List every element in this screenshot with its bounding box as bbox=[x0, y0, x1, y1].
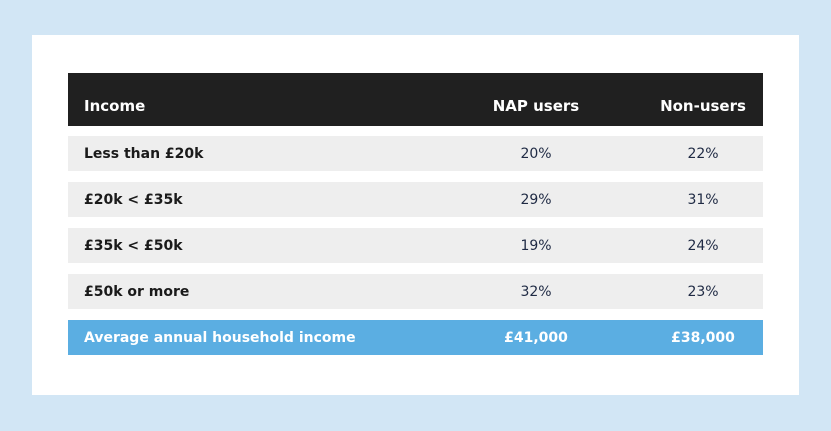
header-nap-users: NAP users bbox=[492, 96, 580, 115]
footer-non-users-value: £38,000 bbox=[671, 329, 735, 346]
table-header: Income NAP users Non-users bbox=[68, 73, 763, 126]
non-users-value: 24% bbox=[687, 237, 719, 254]
row-label: £20k < £35k bbox=[84, 191, 183, 208]
nap-users-value: 20% bbox=[520, 145, 552, 162]
nap-users-value: 29% bbox=[520, 191, 552, 208]
header-non-users: Non-users bbox=[660, 96, 746, 115]
table-card: Income NAP users Non-users Less than £20… bbox=[32, 35, 799, 395]
table-footer-row: Average annual household income £41,000 … bbox=[68, 320, 763, 355]
table-row: £20k < £35k 29% 31% bbox=[68, 182, 763, 217]
footer-label: Average annual household income bbox=[84, 329, 356, 346]
header-income: Income bbox=[84, 96, 146, 115]
table-row: Less than £20k 20% 22% bbox=[68, 136, 763, 171]
nap-users-value: 19% bbox=[520, 237, 552, 254]
table-row: £35k < £50k 19% 24% bbox=[68, 228, 763, 263]
row-label: £50k or more bbox=[84, 283, 190, 300]
non-users-value: 23% bbox=[687, 283, 719, 300]
income-table: Income NAP users Non-users Less than £20… bbox=[68, 73, 763, 355]
footer-nap-users-value: £41,000 bbox=[504, 329, 568, 346]
table-row: £50k or more 32% 23% bbox=[68, 274, 763, 309]
nap-users-value: 32% bbox=[520, 283, 552, 300]
non-users-value: 22% bbox=[687, 145, 719, 162]
non-users-value: 31% bbox=[687, 191, 719, 208]
row-label: £35k < £50k bbox=[84, 237, 183, 254]
row-label: Less than £20k bbox=[84, 145, 204, 162]
